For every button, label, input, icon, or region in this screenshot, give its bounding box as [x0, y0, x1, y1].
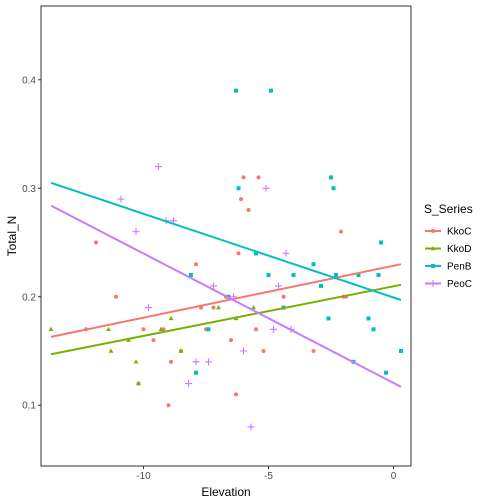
data-point-peoc-15 [275, 282, 282, 290]
data-point-peoc-11 [240, 347, 247, 355]
data-point-peoc-9 [210, 282, 217, 290]
fit-line-kkod [50, 283, 402, 356]
data-point-penb-1 [194, 370, 198, 375]
data-point-kkoc-19 [246, 207, 251, 212]
legend-key-penb [431, 264, 435, 268]
legend-key-kkoc [431, 229, 435, 233]
data-point-kkoc-5 [151, 338, 156, 343]
data-point-penb-18 [356, 273, 361, 278]
data-point-penb-0 [189, 273, 193, 278]
data-point-kkoc-15 [229, 338, 233, 343]
data-point-kkod-7 [168, 315, 174, 321]
data-point-penb-10 [291, 273, 296, 278]
legend-item-peoc: PeoC [425, 279, 472, 290]
data-point-penb-7 [266, 273, 271, 278]
data-point-peoc-3 [155, 163, 162, 171]
data-point-penb-4 [234, 88, 238, 93]
data-point-kkoc-23 [281, 294, 286, 299]
data-point-kkoc-28 [241, 175, 246, 180]
legend-key-kkod [430, 245, 436, 251]
data-point-kkoc-20 [254, 327, 258, 332]
legend: S_Series KkoC KkoD PenB PeoC [424, 202, 473, 290]
data-point-kkod-4 [133, 359, 139, 364]
data-point-penb-21 [379, 240, 383, 245]
x-axis-title: Elevation [201, 485, 250, 499]
data-point-penb-8 [269, 88, 273, 93]
fit-line-kkoc [50, 263, 402, 338]
data-point-penb-6 [254, 251, 258, 256]
data-point-penb-24 [376, 273, 381, 278]
data-point-penb-5 [236, 186, 241, 191]
data-point-peoc-13 [262, 184, 270, 192]
plot-marks [48, 88, 403, 431]
data-point-kkoc-29 [211, 305, 216, 310]
x-tick-label-2: 0 [391, 471, 397, 482]
legend-label-kkoc: KkoC [447, 227, 471, 238]
legend-key-peoc [429, 280, 437, 287]
data-point-kkod-0 [48, 326, 54, 332]
data-point-penb-12 [319, 283, 323, 288]
legend-label-kkod: KkoD [447, 244, 471, 255]
data-point-kkoc-11 [194, 262, 198, 267]
data-point-kkoc-1 [94, 240, 98, 245]
y-axis-title: Total_N [5, 216, 19, 257]
data-point-kkod-8 [178, 348, 184, 353]
data-point-kkoc-25 [339, 229, 343, 234]
data-point-peoc-1 [132, 228, 140, 236]
data-point-kkoc-22 [261, 349, 266, 353]
data-point-penb-19 [366, 316, 371, 321]
axes: -10 -5 0 0.1 0.2 0.3 0.4 [22, 75, 397, 482]
data-point-kkoc-8 [169, 359, 173, 364]
data-point-kkoc-16 [234, 392, 238, 397]
legend-item-penb: PenB [425, 262, 472, 273]
y-tick-label-1: 0.2 [22, 292, 36, 303]
data-point-kkoc-18 [239, 197, 243, 202]
data-point-penb-20 [371, 327, 376, 332]
data-point-penb-22 [384, 370, 388, 375]
data-point-kkod-9 [216, 305, 221, 310]
y-tick-label-3: 0.4 [22, 75, 36, 86]
data-point-penb-11 [311, 262, 316, 267]
data-point-peoc-0 [117, 195, 125, 203]
data-point-penb-13 [326, 316, 331, 321]
data-point-penb-15 [331, 186, 336, 191]
data-point-kkoc-17 [236, 251, 241, 256]
data-point-kkoc-24 [311, 349, 316, 353]
x-tick-label-0: -10 [136, 471, 151, 482]
data-point-penb-16 [334, 273, 338, 278]
legend-label-penb: PenB [447, 262, 472, 273]
fit-line-peoc [50, 204, 402, 388]
data-point-kkoc-7 [166, 403, 171, 408]
panel-border [40, 5, 412, 467]
data-point-penb-2 [206, 327, 211, 332]
x-tick-label-1: -5 [264, 471, 273, 482]
data-point-kkod-11 [251, 305, 256, 310]
fit-line-penb [50, 181, 402, 301]
data-point-kkod-2 [108, 348, 114, 353]
legend-item-kkoc: KkoC [425, 227, 471, 238]
data-point-peoc-8 [205, 358, 212, 366]
data-point-peoc-7 [192, 358, 200, 366]
legend-label-peoc: PeoC [447, 279, 472, 290]
data-point-peoc-2 [145, 304, 152, 312]
data-point-kkod-6 [158, 326, 164, 332]
data-point-peoc-14 [270, 325, 277, 333]
data-point-kkoc-21 [256, 175, 261, 180]
y-tick-label-2: 0.3 [22, 184, 36, 195]
data-point-penb-23 [399, 349, 403, 353]
y-tick-label-0: 0.1 [22, 401, 36, 412]
data-point-kkod-5 [136, 380, 141, 386]
data-point-peoc-12 [247, 423, 255, 431]
data-point-kkoc-2 [114, 294, 118, 299]
data-point-peoc-16 [282, 249, 290, 257]
data-point-peoc-6 [185, 380, 192, 388]
legend-item-kkod: KkoD [425, 244, 471, 255]
data-point-kkoc-4 [141, 327, 146, 332]
data-point-kkod-1 [106, 326, 111, 332]
legend-title: S_Series [424, 202, 473, 216]
data-point-penb-14 [329, 175, 333, 180]
